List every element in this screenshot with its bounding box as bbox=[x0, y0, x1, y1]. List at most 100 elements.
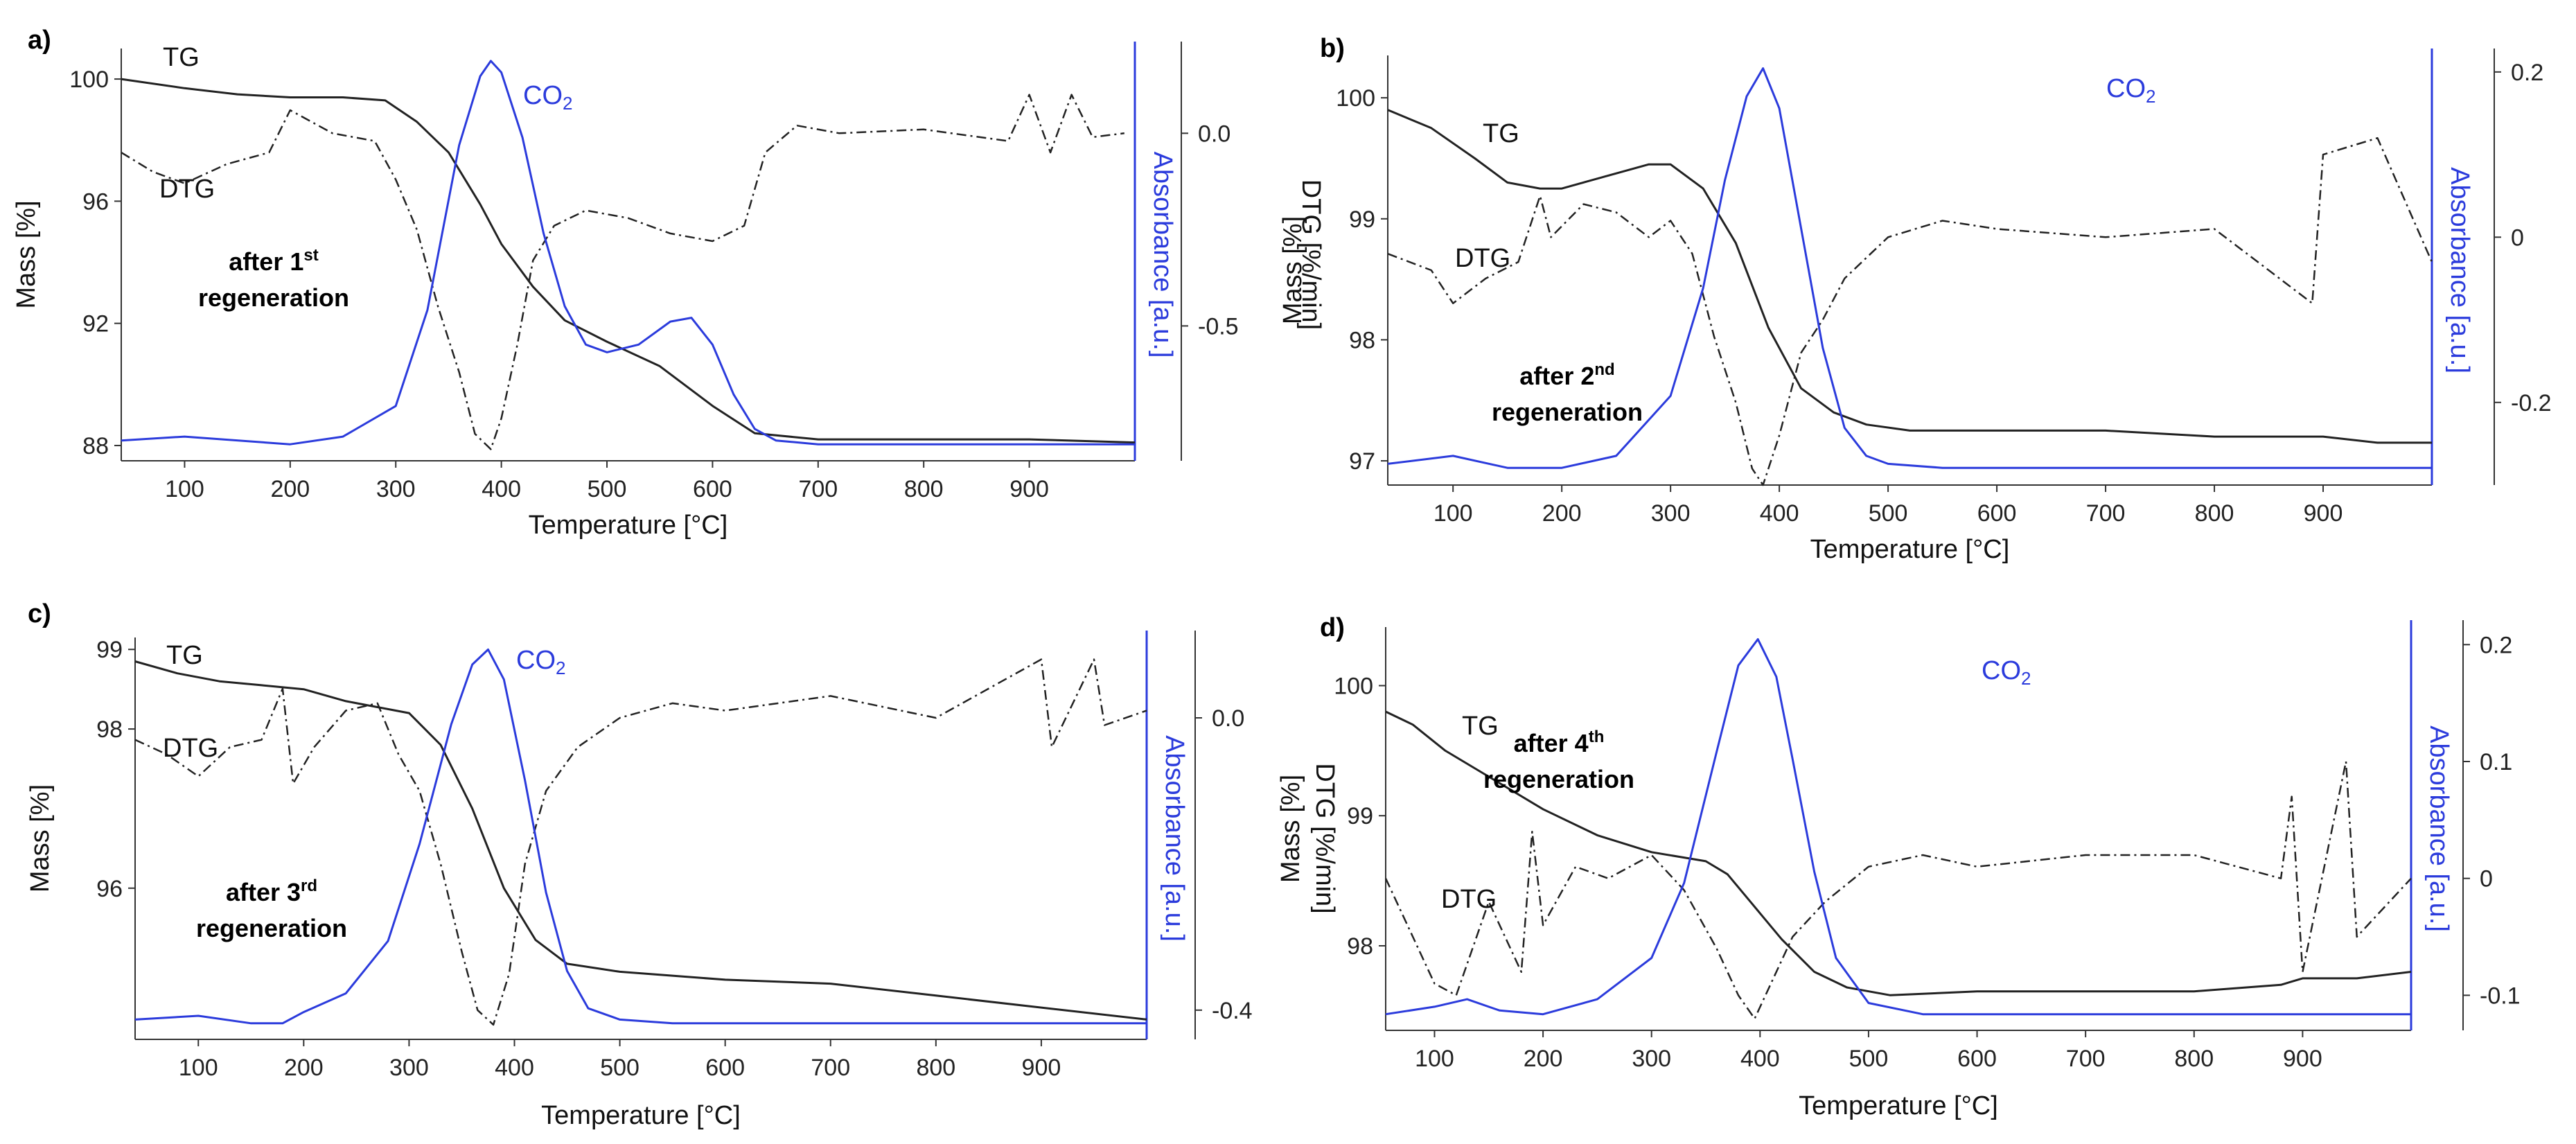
mass-axis-title: Mass [%] bbox=[1276, 775, 1305, 883]
x-tick-label: 500 bbox=[1869, 500, 1908, 527]
dtg-tick-label: -0.2 bbox=[2511, 390, 2552, 416]
x-tick-label: 400 bbox=[1760, 500, 1799, 527]
co2-label: CO2 bbox=[523, 81, 572, 114]
mass-tick-label: 98 bbox=[96, 716, 123, 743]
mass-tick-label: 97 bbox=[1349, 448, 1375, 475]
regeneration-annotation: after 3rd bbox=[226, 877, 317, 906]
tg-label: TG bbox=[1462, 712, 1499, 741]
panel-letter: d) bbox=[1320, 613, 1345, 642]
tg-line bbox=[1387, 109, 2432, 444]
x-tick-label: 200 bbox=[1542, 500, 1582, 527]
panel-letter: c) bbox=[28, 599, 51, 628]
x-tick-label: 300 bbox=[1651, 500, 1691, 527]
mass-tick-label: 100 bbox=[1334, 673, 1373, 699]
co2-label: CO2 bbox=[516, 646, 565, 678]
x-tick-label: 100 bbox=[165, 476, 204, 502]
dtg-line bbox=[121, 94, 1124, 450]
tg-line bbox=[121, 78, 1136, 444]
dtg-tick-label: 0 bbox=[2511, 225, 2524, 251]
dtg-tick-label: -0.4 bbox=[1212, 998, 1253, 1024]
chart-panel-1: a) 100 200 300 400 500 600 700 800 900 88 92 96 100 -0… bbox=[12, 26, 1325, 540]
x-tick-label: 300 bbox=[1632, 1046, 1671, 1072]
mass-tick-label: 98 bbox=[1349, 327, 1375, 353]
absorbance-axis-title: Absorbance [a.u.] bbox=[1148, 152, 1177, 358]
x-tick-label: 500 bbox=[1849, 1046, 1889, 1072]
dtg-tick-label: 0.0 bbox=[1212, 705, 1244, 732]
regeneration-annotation-line2: regeneration bbox=[1483, 765, 1634, 793]
dtg-line bbox=[134, 658, 1147, 1026]
x-tick-label: 700 bbox=[811, 1055, 850, 1081]
x-tick-label: 500 bbox=[588, 476, 627, 502]
mass-tick-label: 88 bbox=[82, 433, 109, 459]
x-tick-label: 600 bbox=[1977, 500, 2017, 527]
mass-axis-title: Mass [%] bbox=[26, 784, 55, 892]
x-axis-title: Temperature [°C] bbox=[529, 511, 728, 540]
dtg-tick-label: 0.0 bbox=[1198, 121, 1230, 147]
mass-tick-label: 92 bbox=[82, 311, 109, 337]
mass-tick-label: 100 bbox=[69, 67, 109, 93]
x-tick-label: 900 bbox=[1022, 1055, 1061, 1081]
tg-label: TG bbox=[166, 641, 203, 670]
x-tick-label: 900 bbox=[2283, 1046, 2322, 1072]
x-tick-label: 800 bbox=[2195, 500, 2234, 527]
x-tick-label: 200 bbox=[284, 1055, 324, 1081]
x-axis-title: Temperature [°C] bbox=[1810, 535, 2010, 564]
tg-line bbox=[134, 660, 1147, 1021]
x-tick-label: 700 bbox=[2086, 500, 2126, 527]
dtg-label: DTG bbox=[163, 734, 218, 763]
x-tick-label: 600 bbox=[1957, 1046, 1997, 1072]
co2-line bbox=[1385, 638, 2411, 1016]
x-tick-label: 600 bbox=[705, 1055, 745, 1081]
regeneration-annotation-line2: regeneration bbox=[198, 283, 349, 312]
dtg-tick-label: -0.5 bbox=[1198, 313, 1239, 340]
dtg-label: DTG bbox=[1455, 244, 1510, 273]
dtg-tick-label: 0 bbox=[2480, 866, 2493, 892]
dtg-tick-label: 0.1 bbox=[2480, 749, 2512, 775]
dtg-line bbox=[1384, 760, 2412, 1020]
mass-axis-title: Mass [%] bbox=[1278, 216, 1307, 324]
mass-tick-label: 100 bbox=[1336, 85, 1375, 112]
dtg-label: DTG bbox=[1441, 885, 1497, 914]
chart-panel-2: b) 100 200 300 400 500 600 700 800 900 97 98 99 100 -0… bbox=[1278, 34, 2552, 564]
co2-line bbox=[134, 648, 1147, 1025]
mass-tick-label: 96 bbox=[96, 876, 123, 902]
x-tick-label: 900 bbox=[1009, 476, 1049, 502]
x-tick-label: 100 bbox=[179, 1055, 218, 1081]
panel-letter: a) bbox=[28, 26, 51, 55]
mass-tick-label: 99 bbox=[1349, 206, 1375, 233]
dtg-tick-label: -0.1 bbox=[2480, 983, 2521, 1009]
x-tick-label: 100 bbox=[1415, 1046, 1454, 1072]
x-tick-label: 700 bbox=[798, 476, 838, 502]
regeneration-annotation: after 2nd bbox=[1519, 360, 1614, 390]
dtg-label: DTG bbox=[159, 175, 215, 204]
tg-label: TG bbox=[1483, 119, 1519, 148]
co2-line bbox=[121, 60, 1135, 446]
tg-label: TG bbox=[163, 43, 200, 72]
chart-panel-3: c) 100 200 300 400 500 600 700 800 900 96 98 99 -0.4 0… bbox=[26, 599, 1339, 1130]
x-axis-title: Temperature [°C] bbox=[1799, 1091, 1998, 1120]
x-tick-label: 400 bbox=[1740, 1046, 1780, 1072]
co2-label: CO2 bbox=[1982, 656, 2031, 689]
x-tick-label: 200 bbox=[1524, 1046, 1563, 1072]
x-tick-label: 800 bbox=[904, 476, 944, 502]
dtg-axis-title: DTG [%/min] bbox=[1296, 179, 1325, 330]
co2-line bbox=[1387, 67, 2432, 469]
x-tick-label: 300 bbox=[376, 476, 416, 502]
x-tick-label: 700 bbox=[2066, 1046, 2106, 1072]
x-tick-label: 500 bbox=[600, 1055, 639, 1081]
x-tick-label: 300 bbox=[389, 1055, 429, 1081]
co2-label: CO2 bbox=[2106, 74, 2155, 107]
regeneration-annotation: after 1st bbox=[229, 246, 318, 276]
dtg-axis-title: DTG [%/min] bbox=[1310, 763, 1339, 913]
x-tick-label: 600 bbox=[693, 476, 732, 502]
x-tick-label: 100 bbox=[1433, 500, 1473, 527]
absorbance-axis-title: Absorbance [a.u.] bbox=[2445, 167, 2474, 373]
chart-panel-4: d) 100 200 300 400 500 600 700 800 900 98 99 100 -0.1… bbox=[1276, 613, 2521, 1120]
absorbance-axis-title: Absorbance [a.u.] bbox=[1160, 735, 1189, 942]
regeneration-annotation: after 4th bbox=[1514, 728, 1605, 757]
x-tick-label: 200 bbox=[270, 476, 310, 502]
mass-tick-label: 99 bbox=[1347, 803, 1373, 829]
x-tick-label: 800 bbox=[916, 1055, 955, 1081]
x-axis-title: Temperature [°C] bbox=[541, 1101, 741, 1130]
